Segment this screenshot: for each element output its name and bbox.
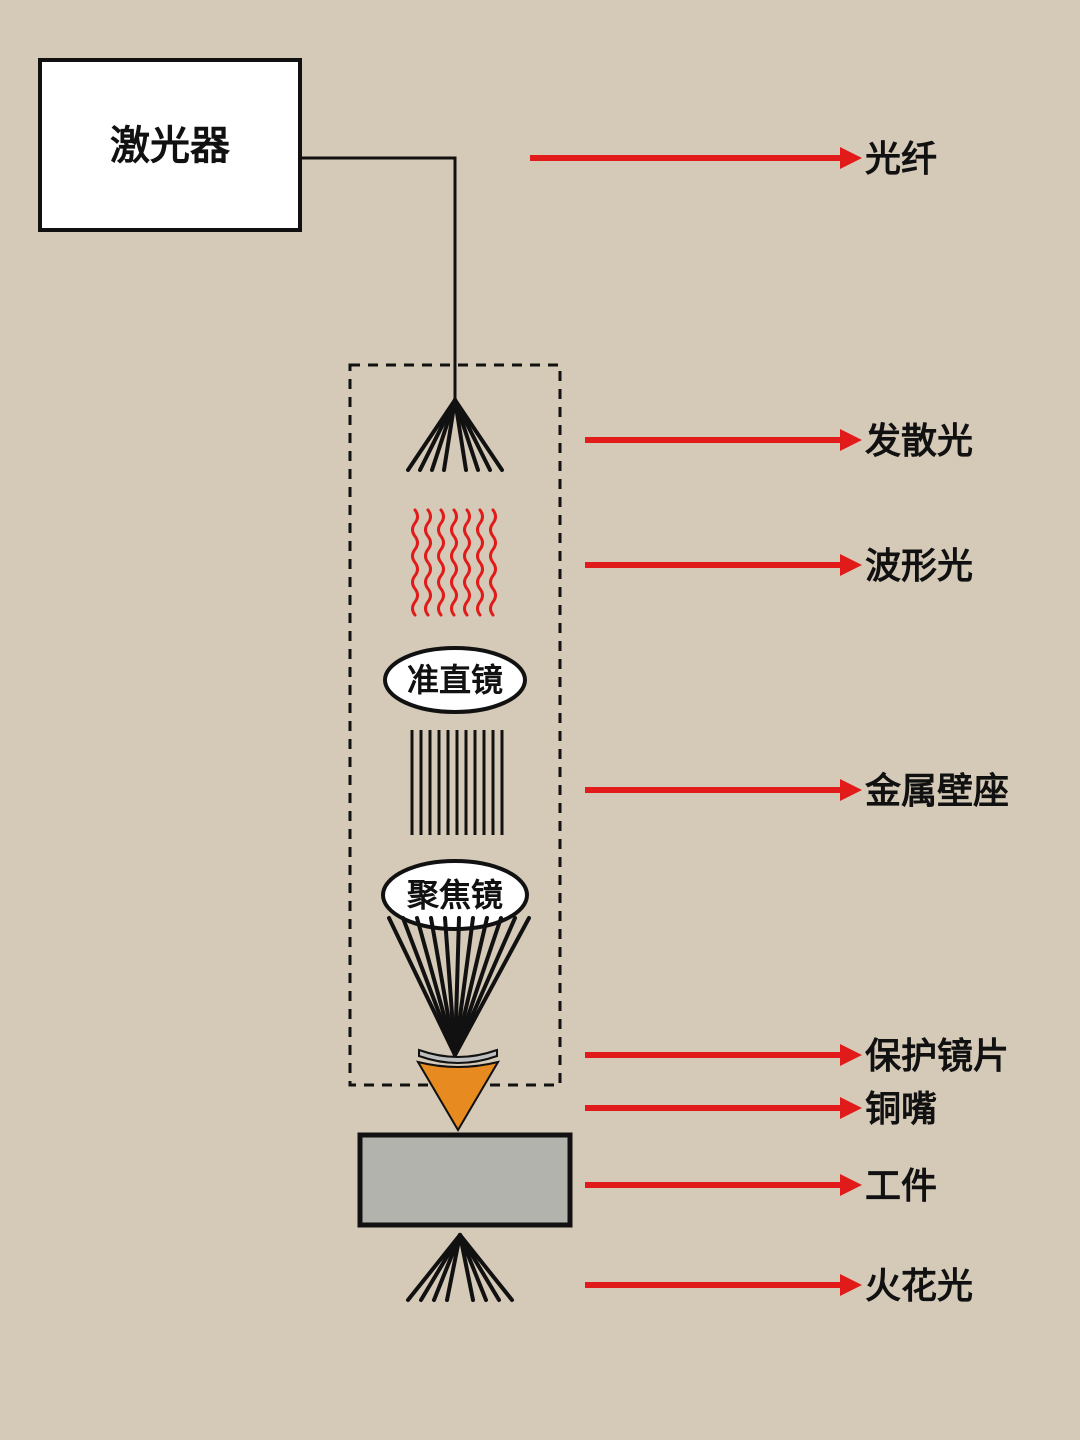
label-workpiece: 工件 [865,1165,937,1206]
laser-diagram: 激光器准直镜聚焦镜 光纤发散光波形光金属壁座保护镜片铜嘴工件火花光 [0,0,1080,1440]
laser-box-label: 激光器 [110,124,231,168]
focus-lens-label: 聚焦镜 [406,877,503,913]
collimator-label: 准直镜 [407,662,503,698]
label-wall: 金属壁座 [864,770,1009,811]
label-diverging: 发散光 [865,420,973,461]
label-nozzle: 铜嘴 [865,1088,937,1129]
label-spark: 火花光 [865,1265,973,1306]
label-wave: 波形光 [865,545,973,586]
workpiece [360,1135,570,1225]
label-protect: 保护镜片 [865,1035,1009,1076]
label-fiber: 光纤 [865,138,937,179]
